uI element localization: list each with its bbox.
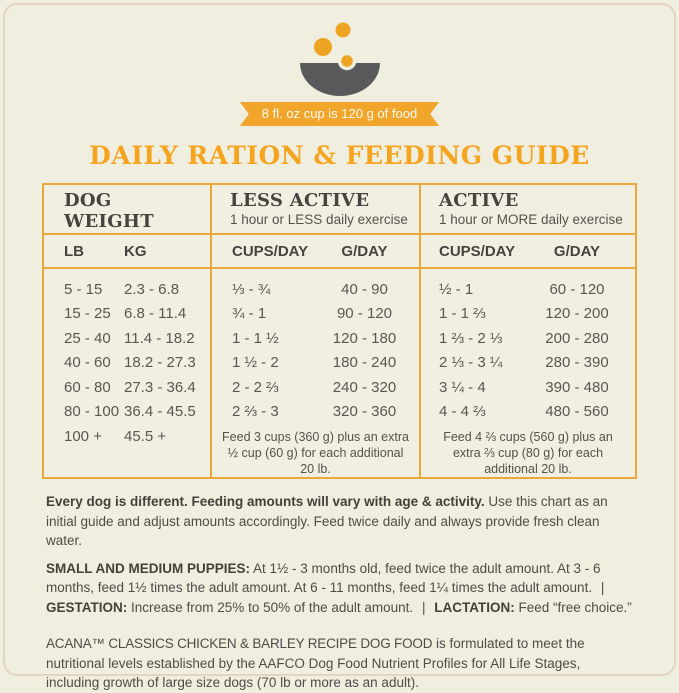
table-row: ¾ - 1 90 - 120 — [232, 305, 393, 323]
table-row: 2 ⅔ - 3 320 - 360 — [232, 403, 397, 421]
separator: | — [600, 580, 605, 595]
active-header: ACTIVE 1 hour or MORE daily exercise — [421, 185, 635, 235]
general-note-bold: Every dog is different. Feeding amounts … — [46, 494, 485, 509]
active-subheader: CUPS/DAY G/DAY — [421, 235, 635, 269]
table-row: 3 ¼ - 4 390 - 480 — [439, 378, 609, 396]
page-title: DAILY RATION & FEEDING GUIDE — [89, 141, 590, 170]
active-title: ACTIVE — [439, 190, 519, 211]
cups-column-header: CUPS/DAY — [439, 242, 516, 260]
column-dog-weight: DOG WEIGHT LB KG 5 - 15 2.3 - 6.8 15 - 25… — [44, 185, 210, 477]
header-art: 8 fl. oz cup is 120 g of food — [0, 0, 679, 126]
table-row: ½ - 1 60 - 120 — [439, 280, 605, 298]
less-active-subtitle: 1 hour or LESS daily exercise — [230, 212, 408, 227]
kibble-dot-icon — [335, 22, 350, 38]
cup-measure-ribbon: 8 fl. oz cup is 120 g of food — [240, 102, 439, 126]
active-rows: ½ - 1 60 - 120 1 - 1 ⅔ 120 - 200 1 ⅔ - 2 ⅓… — [421, 269, 635, 477]
food-bowl-icon — [299, 22, 380, 96]
table-row: 80 - 100 36.4 - 45.5 — [64, 403, 196, 421]
table-row: 2 ⅓ - 3 ¼ 280 - 390 — [439, 354, 609, 372]
puppies-text: At 1½ - 3 months old, feed twice the adu… — [46, 560, 601, 596]
general-feeding-note: Every dog is different. Feeding amounts … — [46, 492, 635, 551]
lactation-text: Feed “free choice.” — [518, 599, 632, 615]
cups-column-header: CUPS/DAY — [232, 242, 309, 260]
table-row: 1 ½ - 2 180 - 240 — [232, 354, 397, 372]
general-note-text: Use this chart as an initial guide and a… — [46, 494, 608, 548]
puppies-label: SMALL AND MEDIUM PUPPIES: — [46, 560, 251, 576]
weight-rows: 5 - 15 2.3 - 6.8 15 - 25 6.8 - 11.4 25 - 4… — [44, 269, 210, 449]
active-extra-note: Feed 4 ⅔ cups (560 g) plus an extra ⅔ cu… — [443, 430, 613, 476]
less-active-title: LESS ACTIVE — [230, 190, 370, 211]
table-row: 15 - 25 6.8 - 11.4 — [64, 305, 187, 323]
table-row: 1 - 1 ½ 120 - 180 — [232, 329, 397, 347]
grams-column-header: G/DAY — [341, 242, 388, 260]
table-row: 100 +45.5 + — [64, 427, 167, 445]
feeding-guide-table: DOG WEIGHT LB KG 5 - 15 2.3 - 6.8 15 - 25… — [42, 183, 637, 479]
table-row: 2 - 2 ⅔ 240 - 320 — [232, 378, 397, 396]
lactation-label: LACTATION: — [434, 599, 515, 615]
weight-subheader: LB KG — [44, 235, 210, 269]
bowl-shape — [299, 63, 380, 96]
less-active-subheader: CUPS/DAY G/DAY — [212, 235, 419, 269]
gestation-label: GESTATION: — [46, 599, 128, 615]
gestation-text: Increase from 25% to 50% of the adult am… — [131, 599, 414, 615]
kibble-dot-icon — [337, 51, 356, 71]
column-active: ACTIVE 1 hour or MORE daily exercise CUP… — [419, 185, 635, 477]
table-row: 60 - 80 27.3 - 36.4 — [64, 378, 196, 396]
life-stage-note: SMALL AND MEDIUM PUPPIES: At 1½ - 3 mont… — [46, 559, 635, 618]
grams-column-header: G/DAY — [553, 242, 601, 260]
table-row: 1 ⅔ - 2 ⅓ 200 - 280 — [439, 329, 609, 347]
table-row: 25 - 40 11.4 - 18.2 — [64, 329, 195, 347]
active-subtitle: 1 hour or MORE daily exercise — [439, 212, 623, 227]
brand-name: ACANA™ CLASSICS CHICKEN & BARLEY RECIPE … — [46, 636, 433, 651]
less-active-rows: ⅓ - ¾ 40 - 90 ¾ - 1 90 - 120 1 - 1 ½ 120 - … — [212, 269, 419, 477]
column-less-active: LESS ACTIVE 1 hour or LESS daily exercis… — [210, 185, 419, 477]
kibble-dot-icon — [313, 38, 332, 56]
table-row: 1 - 1 ⅔ 120 - 200 — [439, 305, 609, 323]
dog-weight-title: DOG WEIGHT — [64, 190, 154, 232]
kg-column-header: KG — [124, 242, 147, 260]
dog-weight-header: DOG WEIGHT — [44, 185, 210, 235]
footer-notes: Every dog is different. Feeding amounts … — [46, 492, 635, 693]
table-row: 5 - 15 2.3 - 6.8 — [64, 280, 180, 298]
table-row: 4 - 4 ⅔ 480 - 560 — [439, 403, 609, 421]
separator: | — [421, 599, 426, 615]
aafco-statement: ACANA™ CLASSICS CHICKEN & BARLEY RECIPE … — [46, 634, 635, 693]
less-active-header: LESS ACTIVE 1 hour or LESS daily exercis… — [212, 185, 419, 235]
less-active-extra-note: Feed 3 cups (360 g) plus an extra ½ cup … — [222, 430, 409, 476]
table-row: ⅓ - ¾ 40 - 90 — [232, 280, 388, 298]
table-row: 40 - 60 18.2 - 27.3 — [64, 354, 196, 372]
lb-column-header: LB — [64, 242, 84, 260]
